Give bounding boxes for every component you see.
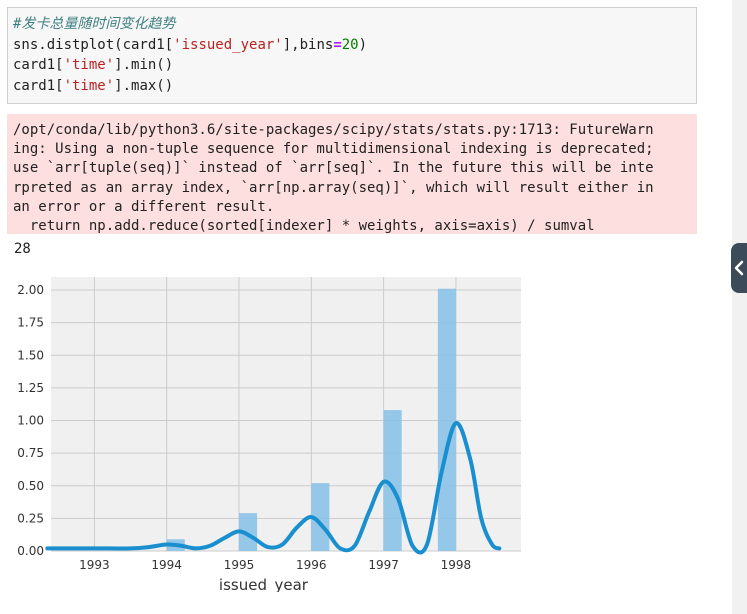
collapse-panel-button[interactable] — [731, 243, 747, 293]
warning-line: /opt/conda/lib/python3.6/site-packages/s… — [13, 122, 654, 138]
distplot-chart: 0.00 0.25 0.50 0.75 1.00 1.25 1.50 1.75 2.00 1993… — [17, 277, 521, 592]
chevron-left-icon — [734, 260, 744, 276]
warning-line: return np.add.reduce(sorted[indexer] * w… — [13, 218, 595, 234]
stderr-warning-output: /opt/conda/lib/python3.6/site-packages/s… — [7, 114, 697, 234]
x-tick-label: 1995 — [224, 558, 255, 572]
warning-line: an error or a different result. — [13, 198, 275, 215]
code-string: 'time' — [63, 77, 115, 94]
code-string: 'issued_year' — [173, 36, 283, 53]
x-tick-label: 1996 — [296, 558, 327, 572]
kde-curve — [45, 421, 502, 555]
warning-line: rpreted as an array index, `arr[np.array… — [13, 179, 654, 196]
code-token: sns.distplot(card1[ — [13, 36, 174, 53]
code-string: 'time' — [63, 57, 115, 74]
code-cell[interactable]: #发卡总量随时间变化趋势 sns.distplot(card1['issued_… — [7, 7, 697, 104]
histogram-bar — [239, 513, 258, 551]
y-tick-label: 0.00 — [17, 544, 44, 558]
x-axis-label: issued_year — [219, 576, 309, 592]
y-tick-label: 0.50 — [17, 479, 44, 493]
y-tick-label: 0.75 — [17, 446, 44, 460]
code-operator: = — [333, 36, 342, 53]
code-token: ],bins — [282, 36, 334, 53]
histogram-bar — [383, 410, 402, 551]
code-token: card1[ — [13, 57, 64, 74]
y-tick-label: 1.50 — [17, 348, 44, 362]
vertical-scrollbar[interactable] — [732, 0, 747, 614]
code-token: ].min() — [114, 57, 174, 74]
x-tick-label: 1994 — [151, 558, 182, 572]
y-tick-label: 1.75 — [17, 316, 44, 330]
y-tick-label: 1.25 — [17, 381, 44, 395]
code-comment: #发卡总量随时间变化趋势 — [13, 16, 176, 32]
code-token: ) — [358, 36, 368, 53]
code-number: 20 — [341, 36, 359, 53]
code-token: card1[ — [13, 77, 64, 94]
code-editor[interactable]: #发卡总量随时间变化趋势 sns.distplot(card1['issued_… — [8, 8, 696, 96]
x-tick-label: 1993 — [79, 558, 110, 572]
x-tick-label: 1998 — [441, 558, 472, 572]
output-result: 28 — [14, 241, 31, 257]
y-tick-label: 1.00 — [17, 414, 44, 428]
histogram-bar — [437, 288, 456, 551]
x-tick-label: 1997 — [368, 558, 399, 572]
warning-line: ing: Using a non-tuple sequence for mult… — [13, 141, 654, 158]
y-tick-label: 0.25 — [17, 511, 44, 525]
y-tick-label: 2.00 — [17, 283, 44, 297]
code-token: ].max() — [114, 77, 174, 94]
histogram-bar — [311, 483, 330, 551]
warning-line: use `arr[tuple(seq)]` instead of `arr[se… — [13, 160, 654, 177]
